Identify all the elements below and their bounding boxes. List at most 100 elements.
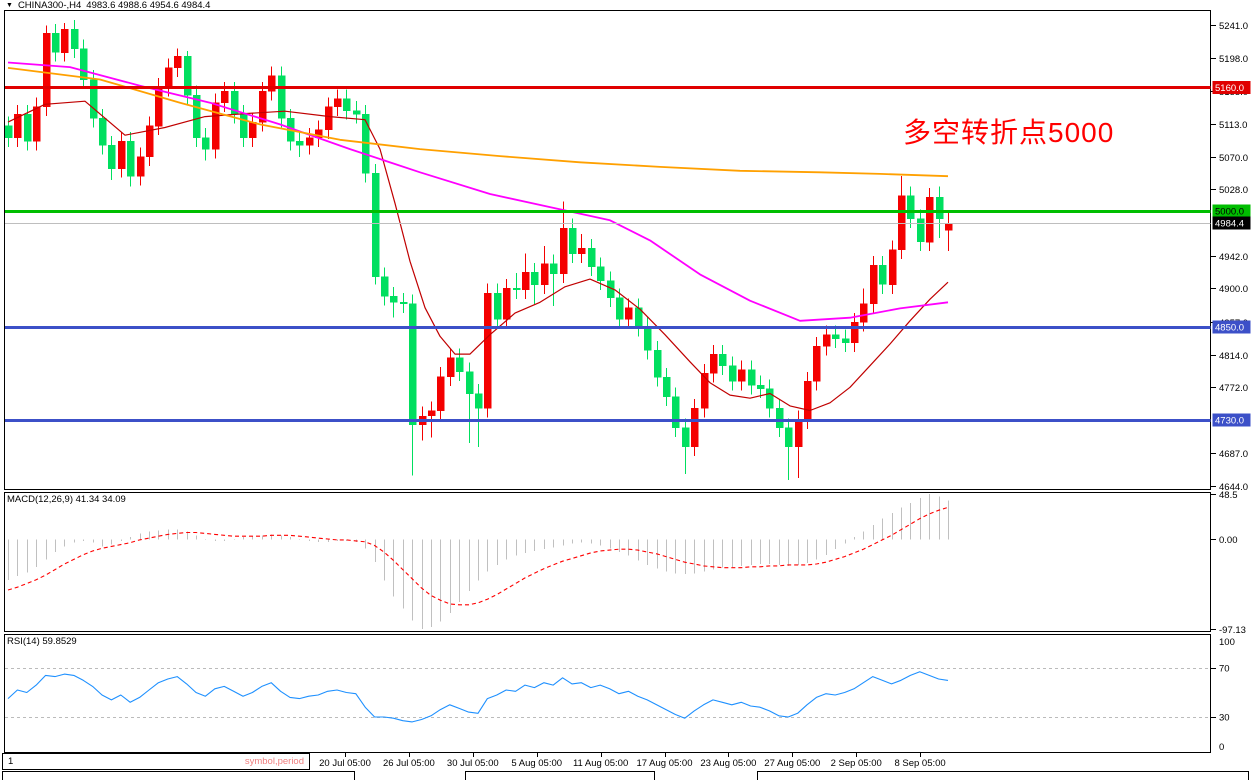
- candle-body: [888, 249, 897, 285]
- time-tick-label: 11 Aug 05:00: [573, 758, 628, 769]
- candle-body: [756, 384, 765, 390]
- candle-body: [671, 396, 680, 428]
- candle-body: [173, 56, 182, 69]
- candle-body: [23, 114, 32, 142]
- candle-body: [305, 137, 314, 146]
- candle-body: [747, 369, 756, 386]
- candle-body: [559, 227, 568, 274]
- time-tick-label: 8 Sep 05:00: [894, 758, 945, 769]
- candle-body: [775, 407, 784, 428]
- rsi-tick-label: 0: [1219, 742, 1224, 753]
- candle-body: [521, 271, 530, 291]
- candle-body: [643, 326, 652, 351]
- candle-body: [568, 227, 577, 254]
- price-badge-bg: [1212, 216, 1251, 230]
- candle-body: [502, 288, 511, 320]
- candle-body: [831, 334, 840, 339]
- main-pane[interactable]: [4, 10, 1211, 490]
- candle-body: [126, 141, 135, 177]
- price-badge-5160.0: 5160.0: [1212, 80, 1251, 94]
- candle-body: [446, 357, 455, 377]
- macd-histogram: [8, 494, 949, 629]
- macd-tick-label: -97.13: [1219, 625, 1246, 636]
- bottom-chart-tab-1[interactable]: [2, 771, 355, 780]
- bottom-chart-tab-3[interactable]: [757, 771, 1249, 780]
- chart-symbol-timeframe: CHINA300-,H4: [17, 0, 82, 11]
- price-axis[interactable]: 5241.05198.05155.05113.05070.05028.04942…: [1211, 21, 1251, 493]
- candle-body: [70, 29, 79, 49]
- chart-annotation-text[interactable]: 多空转折点5000: [903, 117, 1115, 148]
- time-tick-label: 27 Aug 05:00: [764, 758, 820, 769]
- time-axis[interactable]: 20 Jul 05:00 26 Jul 05:00 30 Jul 05:00 5 Au…: [319, 752, 946, 770]
- candle-body: [690, 407, 699, 448]
- candle-body: [878, 264, 887, 285]
- candle-body: [192, 94, 201, 138]
- candle-body: [352, 110, 361, 115]
- price-badge-4984.4: 4984.4: [1212, 216, 1251, 230]
- price-badge-bg: [1212, 413, 1251, 427]
- candle-body: [427, 410, 436, 417]
- price-tick-label: 4772.0: [1219, 383, 1248, 394]
- candle-body: [145, 125, 154, 158]
- price-tick-label: 5198.0: [1219, 54, 1248, 65]
- symbol-dropdown-icon[interactable]: ▼: [6, 2, 13, 9]
- macd-axis[interactable]: 48.5 0.00 -97.13: [1211, 490, 1246, 636]
- rsi-tick-label: 30: [1219, 713, 1230, 724]
- macd-indicator-label: MACD(12,26,9) 41.34 34.09: [7, 494, 126, 505]
- status-page-number: 1: [8, 756, 14, 767]
- chart-ohlc-readout: 4983.6 4988.6 4954.6 4984.4: [86, 0, 211, 11]
- status-symbol-period-hint: symbol,period: [244, 756, 304, 767]
- candle-body: [258, 90, 267, 123]
- time-tick-label: 23 Aug 05:00: [700, 758, 756, 769]
- candle-body: [850, 322, 859, 343]
- candle-body: [117, 141, 126, 169]
- rsi-pane[interactable]: [4, 634, 1211, 753]
- time-tick-label: 5 Aug 05:00: [511, 758, 562, 769]
- candle-body: [765, 388, 774, 409]
- candle-body: [89, 79, 98, 119]
- candle-body: [587, 247, 596, 267]
- candle-body: [371, 172, 380, 277]
- candle-body: [380, 276, 389, 297]
- price-badge-bg: [1212, 204, 1251, 218]
- candle-body: [700, 373, 709, 409]
- candle-body: [324, 106, 333, 131]
- price-tick-label: 4644.0: [1219, 482, 1248, 493]
- candle-body: [277, 75, 286, 119]
- candle-body: [794, 419, 803, 448]
- candle-body: [718, 353, 727, 366]
- candle-body: [549, 263, 558, 274]
- candle-body: [803, 380, 812, 421]
- rsi-axis[interactable]: 100 70 30 0: [1211, 637, 1235, 753]
- price-badge-label: 4730.0: [1215, 415, 1244, 426]
- ma-slow-line: [7, 67, 949, 178]
- time-tick-label: 26 Jul 05:00: [383, 758, 435, 769]
- candle-body: [916, 218, 925, 243]
- candle-body: [136, 156, 145, 177]
- candle-body: [183, 56, 192, 96]
- candle-body: [474, 393, 483, 409]
- price-tick-label: 4900.0: [1219, 284, 1248, 295]
- bottom-chart-tab-2[interactable]: [465, 771, 655, 780]
- candle-body: [333, 98, 342, 107]
- candle-body: [596, 266, 605, 281]
- candle-body: [267, 75, 276, 92]
- candle-body: [399, 302, 408, 305]
- candle-body: [32, 106, 41, 142]
- price-badge-label: 5000.0: [1215, 207, 1244, 218]
- candle-body: [42, 32, 51, 107]
- candle-body: [248, 121, 257, 138]
- price-tick-label: 5070.0: [1219, 153, 1248, 164]
- candle-body: [728, 365, 737, 382]
- macd-pane[interactable]: [4, 492, 1211, 632]
- candle-body: [436, 376, 445, 411]
- candle-body: [107, 145, 116, 169]
- candlestick-series: [4, 20, 953, 481]
- time-tick-label: 20 Jul 05:00: [319, 758, 371, 769]
- candle-body: [342, 98, 351, 111]
- candle-body: [822, 334, 831, 347]
- price-tick-label: 5113.0: [1219, 120, 1247, 131]
- candle-body: [455, 357, 464, 373]
- time-tick-label: 2 Sep 05:00: [831, 758, 882, 769]
